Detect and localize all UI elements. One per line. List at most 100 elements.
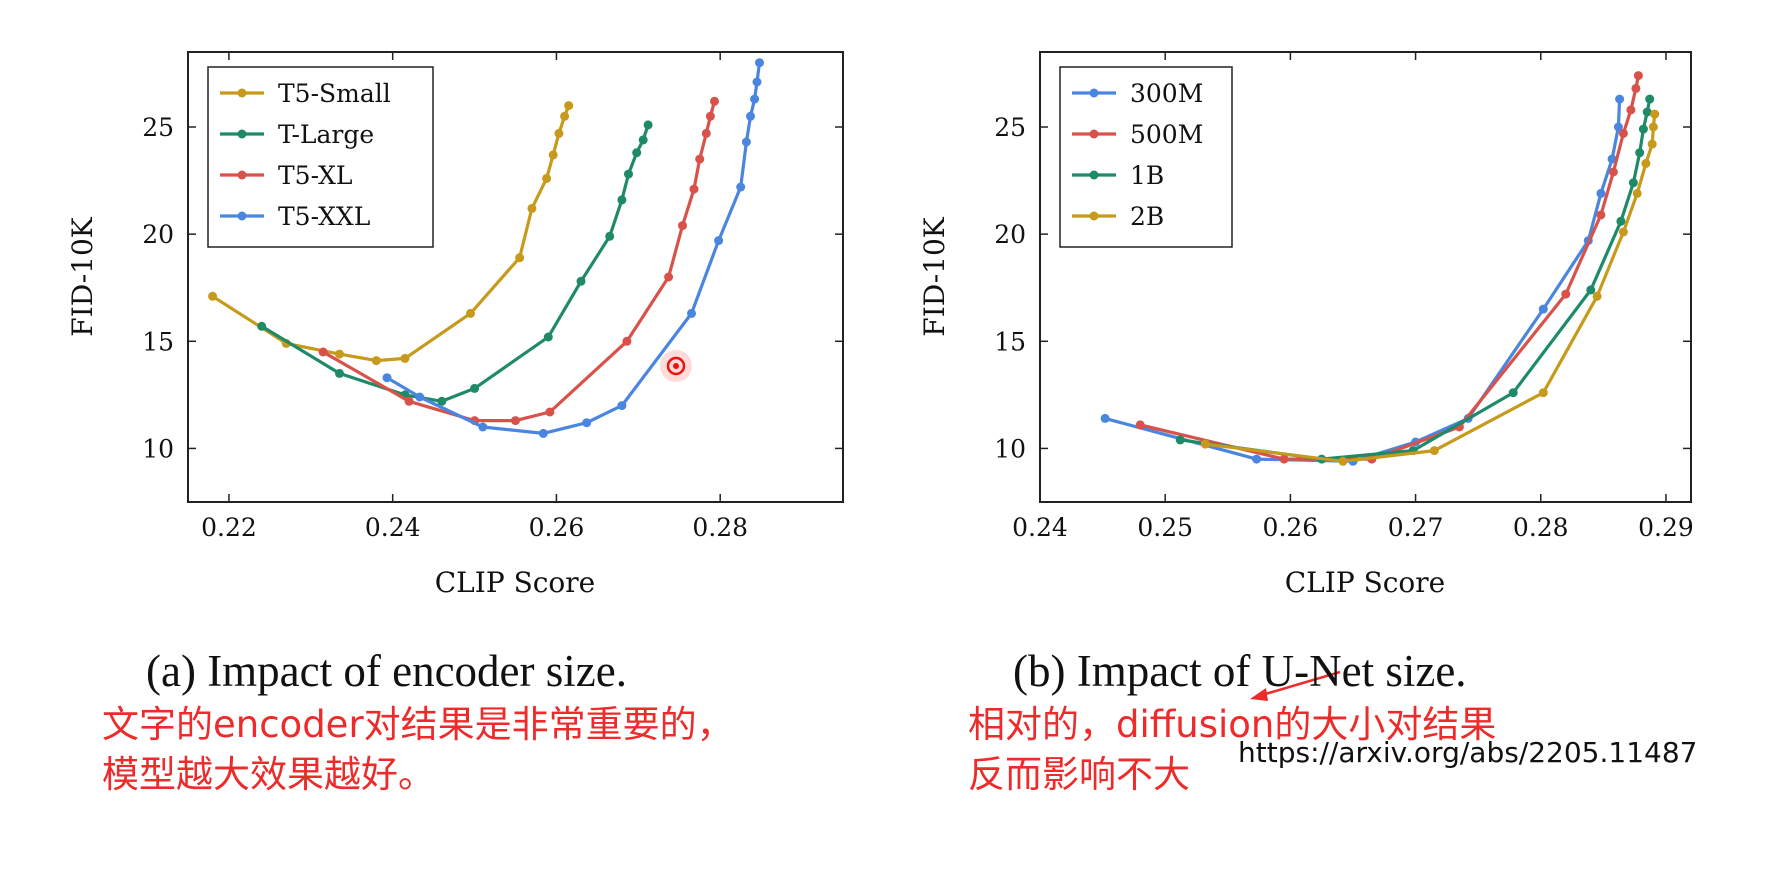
data-point [478, 422, 488, 432]
data-point [622, 336, 632, 346]
legend-item: T5-XL [220, 161, 353, 190]
data-point [1607, 154, 1617, 164]
legend-marker [237, 170, 247, 180]
series-group [208, 58, 764, 438]
x-tick-label: 0.27 [1388, 513, 1444, 542]
data-point [1596, 210, 1606, 220]
data-point [755, 58, 764, 68]
data-point [1645, 94, 1655, 104]
plot-frame [187, 51, 844, 503]
data-point [750, 94, 760, 104]
data-point [705, 111, 715, 121]
data-point [1613, 122, 1623, 132]
annotation-left-line2: 模型越大效果越好。 [102, 753, 435, 796]
caption-left: (a) Impact of encoder size. [146, 646, 627, 696]
data-point [554, 128, 564, 138]
series-line [1179, 98, 1652, 461]
legend: 300M 500M 1B 2B [1059, 66, 1233, 248]
y-tick-label: 10 [142, 434, 174, 463]
data-point [1608, 167, 1618, 177]
legend-label: T5-XL [278, 161, 353, 190]
data-point [643, 120, 653, 130]
data-point [741, 137, 751, 147]
legend-label: 500M [1130, 120, 1203, 149]
data-point [466, 308, 475, 318]
series-group [1100, 71, 1660, 466]
data-point [382, 373, 392, 383]
data-point [1175, 435, 1185, 445]
x-tick-label: 0.24 [365, 513, 421, 542]
data-point [701, 128, 711, 138]
x-tick-label: 0.25 [1137, 513, 1193, 542]
data-point [335, 368, 344, 378]
data-point [1626, 105, 1636, 115]
annotation-right-line1: 相对的，diffusion的大小对结果 [968, 703, 1497, 746]
data-point [318, 347, 328, 357]
data-point [1615, 94, 1625, 104]
data-point [437, 396, 447, 406]
annotation-left: 文字的encoder对结果是非常重要的， 模型越大效果越好。 [102, 700, 734, 800]
data-point [752, 77, 762, 87]
data-point [624, 169, 633, 179]
data-point [1252, 454, 1262, 464]
data-point [542, 173, 552, 183]
data-point [543, 332, 553, 342]
data-point [371, 356, 381, 366]
data-point [404, 396, 414, 406]
data-point [511, 416, 520, 426]
data-point [1338, 456, 1348, 466]
annotation-right-line2: 反而影响不大 [968, 753, 1190, 796]
data-point [605, 231, 615, 241]
data-point [400, 353, 410, 363]
x-tick-label: 0.26 [1263, 513, 1319, 542]
legend-label: 1B [1130, 161, 1164, 190]
x-tick-label: 0.22 [201, 513, 257, 542]
legend-item: 300M [1072, 79, 1203, 108]
series-t-large [257, 120, 653, 406]
y-tick-label: 25 [142, 113, 174, 142]
data-point [714, 236, 724, 246]
series-1b [1175, 94, 1655, 464]
data-point [1618, 128, 1628, 138]
legend-label: 2B [1130, 202, 1164, 231]
data-point [746, 111, 755, 121]
series-2b [1200, 109, 1660, 466]
data-point [695, 154, 705, 164]
legend-label: T5-XXL [278, 202, 370, 231]
y-tick-label: 25 [994, 113, 1026, 142]
legend-marker [1089, 88, 1099, 98]
legend-item: T-Large [220, 120, 374, 149]
data-point [1200, 439, 1210, 449]
source-url: https://arxiv.org/abs/2205.11487 [1238, 736, 1698, 769]
caption-right: (b) Impact of U-Net size. [1013, 646, 1467, 696]
data-point [689, 184, 699, 194]
data-point [1135, 420, 1145, 430]
data-point [1641, 158, 1651, 168]
data-point [1100, 413, 1110, 423]
data-point [1642, 107, 1652, 117]
ticks: 0.22 0.24 0.26 0.28 10 15 20 25 [142, 52, 843, 542]
data-point [1586, 285, 1596, 295]
data-point [560, 111, 570, 121]
x-tick-label: 0.26 [529, 513, 585, 542]
x-tick-label: 0.24 [1012, 513, 1068, 542]
chart-encoder-size: CLIP Score FID-10K 0.22 0.24 0.26 0.28 10 15 2… [66, 51, 844, 599]
legend-marker [237, 211, 247, 221]
legend-marker [237, 88, 247, 98]
x-axis-label: CLIP Score [435, 566, 596, 599]
data-point [1538, 304, 1548, 314]
legend-box [1059, 66, 1233, 248]
x-tick-label: 0.29 [1638, 513, 1694, 542]
data-point [664, 272, 674, 282]
data-point [1429, 446, 1439, 456]
y-axis-label: FID-10K [66, 216, 99, 337]
legend-item: 2B [1072, 202, 1164, 231]
data-point [1616, 216, 1626, 226]
data-point [1538, 388, 1548, 398]
series-t5-xxl [382, 58, 764, 438]
data-point [1635, 148, 1645, 158]
data-point [632, 148, 642, 158]
data-point [470, 383, 480, 393]
annotation-right: 相对的，diffusion的大小对结果 反而影响不大 [968, 700, 1496, 800]
